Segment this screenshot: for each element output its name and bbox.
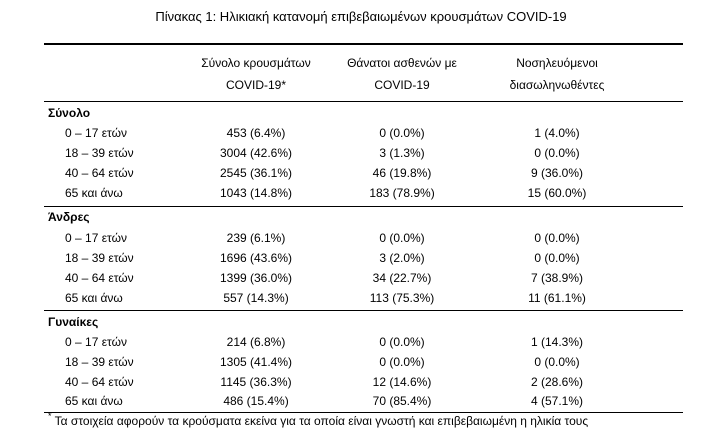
table-row: 0 – 17 ετών 239 (6.1%) 0 (0.0%) 0 (0.0%) (0, 231, 722, 251)
cell-intubated: 11 (61.1%) (528, 291, 586, 305)
cell-cases: 3004 (42.6%) (219, 146, 293, 160)
cell-intubated: 0 (0.0%) (534, 251, 580, 265)
header-total-cases-line1: Σύνολο κρουσμάτων (201, 56, 311, 70)
header-intubated-line1: Νοσηλευόμενοι (516, 56, 598, 70)
top-rule (44, 43, 683, 45)
cell-deaths: 34 (22.7%) (372, 271, 432, 285)
header-intubated-line2: διασωληνωθέντες (509, 78, 605, 92)
row-age-label: 0 – 17 ετών (65, 126, 127, 140)
section-heading-men: Άνδρες (48, 210, 90, 224)
cell-intubated: 0 (0.0%) (534, 231, 580, 245)
cell-cases: 486 (15.4%) (223, 394, 289, 408)
table-row: 18 – 39 ετών 1305 (41.4%) 0 (0.0%) 0 (0.… (0, 355, 722, 375)
table-row: 40 – 64 ετών 2545 (36.1%) 46 (19.8%) 9 (… (0, 166, 722, 186)
table-row: 18 – 39 ετών 3004 (42.6%) 3 (1.3%) 0 (0.… (0, 146, 722, 166)
cell-intubated: 0 (0.0%) (534, 355, 580, 369)
section-rule (44, 206, 683, 207)
table-row: 65 και άνω 557 (14.3%) 113 (75.3%) 11 (6… (0, 291, 722, 311)
footnote: * Τα στοιχεία αφορούν τα κρούσματα εκείν… (48, 411, 589, 428)
row-age-label: 18 – 39 ετών (65, 146, 134, 160)
cell-deaths: 3 (1.3%) (379, 146, 425, 160)
row-age-label: 65 και άνω (65, 186, 123, 200)
cell-intubated: 2 (28.6%) (530, 375, 584, 389)
cell-deaths: 0 (0.0%) (379, 231, 425, 245)
footnote-marker: * (48, 411, 52, 421)
table-row: 18 – 39 ετών 1696 (43.6%) 3 (2.0%) 0 (0.… (0, 251, 722, 271)
row-age-label: 18 – 39 ετών (65, 355, 134, 369)
cell-intubated: 1 (4.0%) (534, 126, 580, 140)
cell-intubated: 15 (60.0%) (527, 186, 587, 200)
cell-deaths: 46 (19.8%) (372, 166, 432, 180)
cell-cases: 1145 (36.3%) (220, 375, 292, 389)
cell-cases: 1399 (36.0%) (219, 271, 293, 285)
bottom-rule (44, 412, 683, 413)
row-age-label: 65 και άνω (65, 291, 123, 305)
footnote-text: Τα στοιχεία αφορούν τα κρούσματα εκείνα … (54, 414, 589, 428)
row-age-label: 40 – 64 ετών (65, 271, 134, 285)
header-intubated: Νοσηλευόμενοι διασωληνωθέντες (482, 52, 632, 96)
cell-deaths: 0 (0.0%) (379, 335, 425, 349)
row-age-label: 40 – 64 ετών (65, 166, 134, 180)
cell-intubated: 1 (14.3%) (530, 335, 584, 349)
cell-deaths: 183 (78.9%) (369, 186, 435, 200)
header-total-cases: Σύνολο κρουσμάτων COVID-19* (186, 52, 326, 96)
header-total-cases-line2: COVID-19* (225, 78, 287, 92)
cell-cases: 214 (6.8%) (226, 335, 286, 349)
header-rule (44, 101, 683, 102)
cell-cases: 557 (14.3%) (223, 291, 289, 305)
cell-deaths: 0 (0.0%) (379, 355, 425, 369)
cell-cases: 453 (6.4%) (226, 126, 286, 140)
cell-deaths: 113 (75.3%) (369, 291, 435, 305)
cell-deaths: 12 (14.6%) (372, 375, 432, 389)
table-row: 65 και άνω 1043 (14.8%) 183 (78.9%) 15 (… (0, 186, 722, 206)
row-age-label: 65 και άνω (65, 394, 123, 408)
section-rule (44, 310, 683, 311)
header-deaths: Θάνατοι ασθενών με COVID-19 (327, 52, 477, 96)
section-heading-total: Σύνολο (48, 106, 91, 120)
cell-deaths: 70 (85.4%) (372, 394, 432, 408)
table-row: 40 – 64 ετών 1399 (36.0%) 34 (22.7%) 7 (… (0, 271, 722, 291)
table-row: 0 – 17 ετών 214 (6.8%) 0 (0.0%) 1 (14.3%… (0, 335, 722, 355)
cell-cases: 2545 (36.1%) (219, 166, 293, 180)
header-deaths-line2: COVID-19 (374, 78, 430, 92)
row-age-label: 18 – 39 ετών (65, 251, 134, 265)
section-heading-women: Γυναίκες (48, 315, 99, 329)
cell-intubated: 0 (0.0%) (534, 146, 580, 160)
cell-cases: 1305 (41.4%) (219, 355, 293, 369)
cell-cases: 1696 (43.6%) (219, 251, 293, 265)
cell-cases: 239 (6.1%) (226, 231, 286, 245)
cell-intubated: 4 (57.1%) (530, 394, 584, 408)
table-row: 65 και άνω 486 (15.4%) 70 (85.4%) 4 (57.… (0, 394, 722, 414)
header-deaths-line1: Θάνατοι ασθενών με (347, 56, 457, 70)
row-age-label: 0 – 17 ετών (65, 335, 127, 349)
table-row: 0 – 17 ετών 453 (6.4%) 0 (0.0%) 1 (4.0%) (0, 126, 722, 146)
row-age-label: 40 – 64 ετών (65, 375, 134, 389)
cell-deaths: 3 (2.0%) (379, 251, 425, 265)
cell-cases: 1043 (14.8%) (219, 186, 293, 200)
cell-deaths: 0 (0.0%) (379, 126, 425, 140)
table-title: Πίνακας 1: Ηλικιακή κατανομή επιβεβαιωμέ… (155, 9, 567, 24)
table-row: 40 – 64 ετών 1145 (36.3%) 12 (14.6%) 2 (… (0, 375, 722, 395)
cell-intubated: 9 (36.0%) (530, 166, 584, 180)
row-age-label: 0 – 17 ετών (65, 231, 127, 245)
cell-intubated: 7 (38.9%) (530, 271, 584, 285)
